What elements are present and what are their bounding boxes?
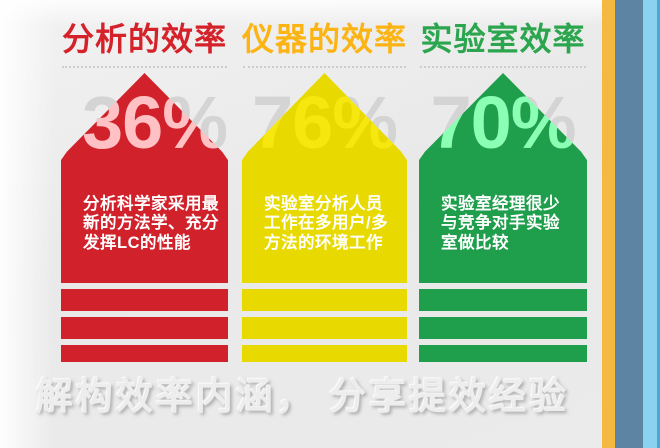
- footer-headline: 解构效率内涵， 分享提效经验: [35, 376, 570, 417]
- dotted-divider: [420, 66, 586, 68]
- arrow-description: 实验室经理很少 与竞争对手实验 室做比较: [441, 195, 560, 252]
- column-title: 仪器的效率: [242, 21, 408, 57]
- dotted-divider: [62, 66, 227, 68]
- column-title: 实验室效率: [420, 21, 586, 57]
- stripe-bar: [61, 289, 228, 311]
- stripe-bar: [419, 317, 587, 339]
- stripe-bar: [242, 345, 407, 362]
- side-stripe-orange: [602, 0, 615, 448]
- arrow-description: 分析科学家采用最 新的方法学、充分 发挥LC的性能: [83, 195, 219, 252]
- stripe-bar: [419, 289, 587, 311]
- dotted-divider: [243, 66, 406, 68]
- arrow-description: 实验室分析人员 工作在多用户/多 方法的环境工作: [264, 195, 389, 252]
- stripe-bar: [61, 345, 228, 362]
- stripe-bar: [61, 317, 228, 339]
- column-title: 分析的效率: [61, 21, 227, 57]
- stripe-bar: [242, 289, 407, 311]
- stripe-bar: [419, 345, 587, 362]
- side-stripe-deep-blue: [657, 0, 660, 448]
- side-stripe-sky-blue: [643, 0, 657, 448]
- side-stripe-steel-blue: [615, 0, 643, 448]
- stripe-bar: [242, 317, 407, 339]
- up-arrow-shape: 实验室经理很少 与竞争对手实验 室做比较: [419, 73, 587, 283]
- up-arrow-shape: 分析科学家采用最 新的方法学、充分 发挥LC的性能: [61, 73, 228, 283]
- up-arrow-shape: 实验室分析人员 工作在多用户/多 方法的环境工作: [242, 73, 407, 283]
